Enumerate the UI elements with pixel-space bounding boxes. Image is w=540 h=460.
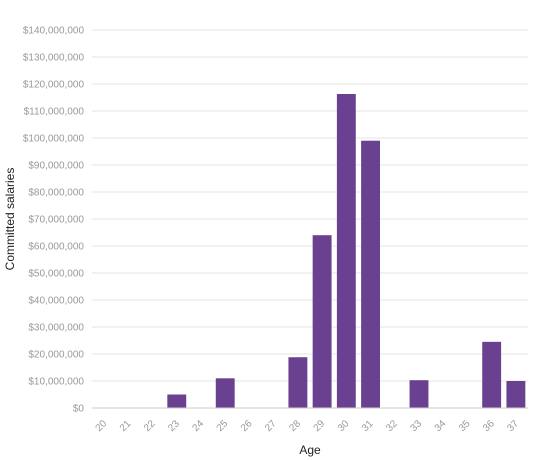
y-tick-label: $140,000,000 — [23, 26, 85, 37]
bar-age-37 — [506, 381, 526, 408]
x-axis-ticks: 20 21 22 23 24 25 26 27 28 29 30 31 32 33 34 35 36 37 — [94, 418, 522, 434]
y-tick-label: $60,000,000 — [28, 242, 84, 253]
x-tick-label: 31 — [360, 418, 376, 434]
y-tick-label: $120,000,000 — [23, 80, 85, 91]
bar-age-36 — [482, 341, 502, 408]
bar-age-33 — [409, 380, 429, 408]
x-tick-label: 34 — [433, 418, 449, 434]
bar-age-23 — [167, 394, 187, 408]
x-tick-label: 30 — [336, 418, 352, 434]
bars — [167, 93, 526, 409]
x-tick-label: 35 — [457, 418, 473, 434]
x-tick-label: 21 — [118, 418, 134, 434]
bar-age-31 — [361, 140, 381, 408]
y-tick-label: $0 — [73, 404, 85, 415]
x-tick-label: 32 — [384, 418, 400, 434]
x-tick-label: 24 — [190, 418, 206, 434]
y-tick-label: $110,000,000 — [24, 107, 85, 118]
y-tick-label: $80,000,000 — [28, 188, 84, 199]
x-tick-label: 33 — [408, 418, 424, 434]
y-tick-label: $70,000,000 — [28, 215, 84, 226]
x-tick-label: 26 — [239, 418, 255, 434]
bar-age-29 — [312, 235, 332, 408]
y-tick-label: $50,000,000 — [28, 269, 84, 280]
x-axis-title: Age — [299, 443, 321, 457]
x-tick-label: 20 — [94, 418, 110, 434]
y-tick-label: $130,000,000 — [23, 53, 85, 64]
x-tick-label: 37 — [505, 418, 521, 434]
y-tick-label: $100,000,000 — [23, 134, 85, 145]
bar-age-25 — [215, 378, 235, 408]
y-tick-label: $10,000,000 — [28, 377, 84, 388]
bar-age-30 — [336, 93, 356, 409]
y-tick-label: $90,000,000 — [28, 161, 84, 172]
y-axis-title: Committed salaries — [3, 168, 17, 271]
x-tick-label: 28 — [287, 418, 303, 434]
grid-lines — [92, 29, 528, 382]
bar-age-28 — [288, 357, 308, 408]
y-axis-ticks: $0 $10,000,000 $20,000,000 $30,000,000 $40,0… — [23, 26, 85, 415]
x-tick-label: 23 — [166, 418, 182, 434]
y-tick-label: $40,000,000 — [28, 296, 84, 307]
x-tick-label: 29 — [312, 418, 328, 434]
x-tick-label: 22 — [142, 418, 158, 434]
x-tick-label: 36 — [481, 418, 497, 434]
y-tick-label: $30,000,000 — [28, 323, 84, 334]
x-tick-label: 25 — [215, 418, 231, 434]
x-tick-label: 27 — [263, 418, 279, 434]
y-tick-label: $20,000,000 — [28, 350, 84, 361]
